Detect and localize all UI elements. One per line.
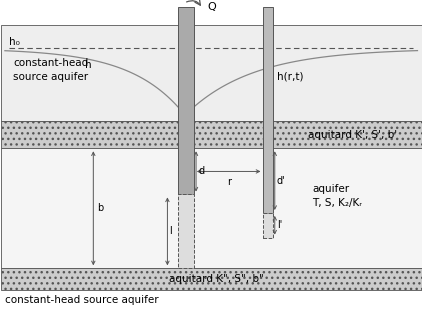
Text: d: d [198,166,204,177]
Bar [1,26,422,121]
Text: aquifer
T, S, K₂/Kᵣ: aquifer T, S, K₂/Kᵣ [312,184,362,208]
Text: aquitard K', S', b': aquitard K', S', b' [308,129,397,139]
Bar [1,149,422,268]
Text: h: h [85,60,91,70]
Text: d': d' [277,176,286,186]
Bar [1,268,422,290]
Bar [264,213,273,237]
Text: h₀: h₀ [9,37,20,47]
Text: b: b [98,203,104,213]
Text: constant-head
source aquifer: constant-head source aquifer [13,58,88,82]
Text: Q: Q [207,2,216,12]
Bar [178,7,194,194]
Bar [178,194,194,268]
Text: l: l [170,227,172,236]
Text: r: r [227,177,231,187]
Text: h(r,t): h(r,t) [277,71,303,81]
Text: aquitard K", S", b": aquitard K", S", b" [169,274,264,284]
Text: l': l' [277,220,282,230]
Bar [264,7,273,213]
Bar [1,121,422,149]
Text: constant-head source aquifer: constant-head source aquifer [5,295,159,305]
